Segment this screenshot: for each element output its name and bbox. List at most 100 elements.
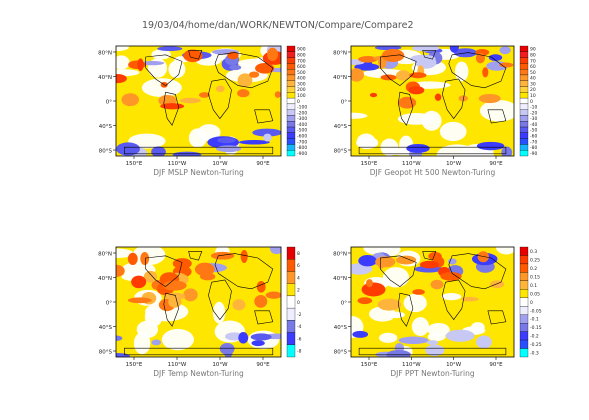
- colorbar-swatch: [519, 339, 529, 349]
- x-tick-label: 110°W: [402, 362, 421, 368]
- colorbar-swatch: [286, 80, 296, 87]
- zero-band-blob: [356, 136, 379, 150]
- positive-anomaly-blob: [140, 252, 150, 266]
- colorbar-swatch: [286, 92, 296, 99]
- coastline: [214, 52, 274, 89]
- colorbar-swatch: [519, 80, 529, 87]
- panel-title: DJF MSLP Newton-Turing: [153, 168, 244, 177]
- positive-anomaly-blob: [116, 74, 127, 84]
- coastline: [145, 255, 183, 287]
- zero-band-blob: [141, 78, 182, 98]
- coastline-layer: [358, 50, 507, 155]
- colorbar-swatch: [519, 138, 529, 145]
- colorbar-label: -800: [297, 145, 307, 151]
- colorbar-swatch: [286, 138, 296, 145]
- colorbar-label: 900: [297, 47, 306, 53]
- colorbar-swatch: [519, 92, 529, 99]
- negative-anomaly-blob: [217, 137, 236, 144]
- colorbar-swatch: [286, 332, 296, 345]
- colorbar-label: -70: [530, 139, 537, 145]
- colorbar-swatch: [519, 51, 529, 58]
- colorbar-swatch: [286, 115, 296, 122]
- positive-anomaly-blob: [121, 93, 140, 107]
- colorbar-swatch: [519, 297, 529, 307]
- coastline: [448, 253, 507, 290]
- colorbar-swatch: [519, 144, 529, 151]
- colorbar-swatch: [286, 51, 296, 58]
- negative-anomaly-blob: [250, 333, 272, 341]
- x-tick-label: 110°W: [168, 161, 187, 167]
- panel-title: DJF PPT Newton-Turing: [390, 369, 474, 378]
- zero-band-blob: [411, 317, 430, 337]
- positive-anomaly-blob: [183, 288, 198, 302]
- colorbar-label: -700: [297, 139, 307, 145]
- zero-band-blob: [144, 307, 163, 327]
- field-layer: [351, 247, 514, 357]
- positive-anomaly-blob: [398, 96, 417, 109]
- colorbar-label: -0.15: [530, 325, 542, 331]
- positive-anomaly-blob: [210, 251, 235, 260]
- colorbar-label: 0.1: [530, 283, 537, 289]
- negative-anomaly-blob: [501, 146, 513, 156]
- colorbar-label: 200: [297, 87, 306, 93]
- colorbar-swatch: [519, 86, 529, 93]
- positive-anomaly-blob: [458, 95, 468, 102]
- y-tick-label: 0°: [341, 100, 347, 106]
- colorbar-label: 4: [297, 275, 300, 281]
- negative-anomaly-blob: [263, 133, 272, 142]
- colorbar-label: 20: [530, 87, 536, 93]
- colorbar-label: 300: [297, 81, 306, 87]
- x-tick-label: 150°E: [361, 161, 378, 167]
- coastline: [163, 91, 180, 126]
- negative-anomaly-blob: [398, 336, 429, 344]
- colorbar-swatch: [519, 109, 529, 116]
- colorbar-label: -300: [297, 116, 307, 122]
- negative-anomaly-blob: [448, 258, 457, 265]
- zero-band-blob: [161, 328, 194, 351]
- positive-anomaly-blob: [412, 289, 425, 295]
- negative-anomaly-blob: [238, 332, 249, 344]
- colorbar-swatch: [519, 126, 529, 133]
- positive-anomaly-blob: [227, 51, 239, 60]
- positive-anomaly-blob: [249, 71, 260, 78]
- positive-anomaly-blob: [127, 252, 138, 265]
- colorbar-label: -900: [297, 151, 307, 157]
- colorbar-label: -40: [530, 122, 537, 128]
- coastline: [208, 279, 232, 321]
- field-layer: [116, 247, 281, 357]
- zero-band-blob: [351, 112, 368, 119]
- colorbar-label: -30: [530, 116, 537, 122]
- colorbar-label: 50: [530, 70, 536, 76]
- zero-band-blob: [212, 301, 226, 324]
- colorbar-label: 0.3: [530, 249, 537, 255]
- colorbar-label: -0.2: [530, 334, 539, 340]
- positive-anomaly-blob: [143, 270, 158, 283]
- positive-anomaly-blob: [357, 297, 373, 305]
- positive-anomaly-blob: [254, 295, 268, 308]
- negative-anomaly-blob: [116, 142, 140, 156]
- coastline-layer: [124, 251, 274, 356]
- colorbar-label: -60: [530, 134, 537, 140]
- colorbar-swatch: [519, 323, 529, 332]
- colorbar-swatch: [519, 45, 529, 52]
- positive-anomaly-blob: [163, 292, 186, 300]
- negative-anomaly-blob: [269, 247, 281, 255]
- panel-title: DJF Geopot Ht 500 Newton-Turing: [370, 168, 496, 177]
- zero-band-blob: [439, 121, 467, 142]
- colorbar-swatch: [286, 63, 296, 70]
- colorbar-swatch: [286, 320, 296, 333]
- figure-header: 19/03/04/home/dan/WORK/NEWTON/Compare/Co…: [142, 20, 414, 31]
- colorbar-swatch: [286, 97, 296, 105]
- positive-anomaly-blob: [198, 92, 210, 98]
- y-tick-label: 40°N: [333, 75, 347, 81]
- y-tick-label: 80°S: [99, 350, 113, 356]
- colorbar-swatch: [519, 306, 529, 315]
- colorbar-label: 800: [297, 52, 306, 58]
- zero-band-blob: [382, 267, 410, 288]
- y-tick-label: 40°S: [99, 325, 113, 331]
- zero-band-blob: [403, 293, 427, 313]
- colorbar-label: 0.15: [530, 274, 540, 280]
- positive-anomaly-blob: [419, 260, 440, 269]
- y-tick-label: 80°N: [333, 51, 347, 57]
